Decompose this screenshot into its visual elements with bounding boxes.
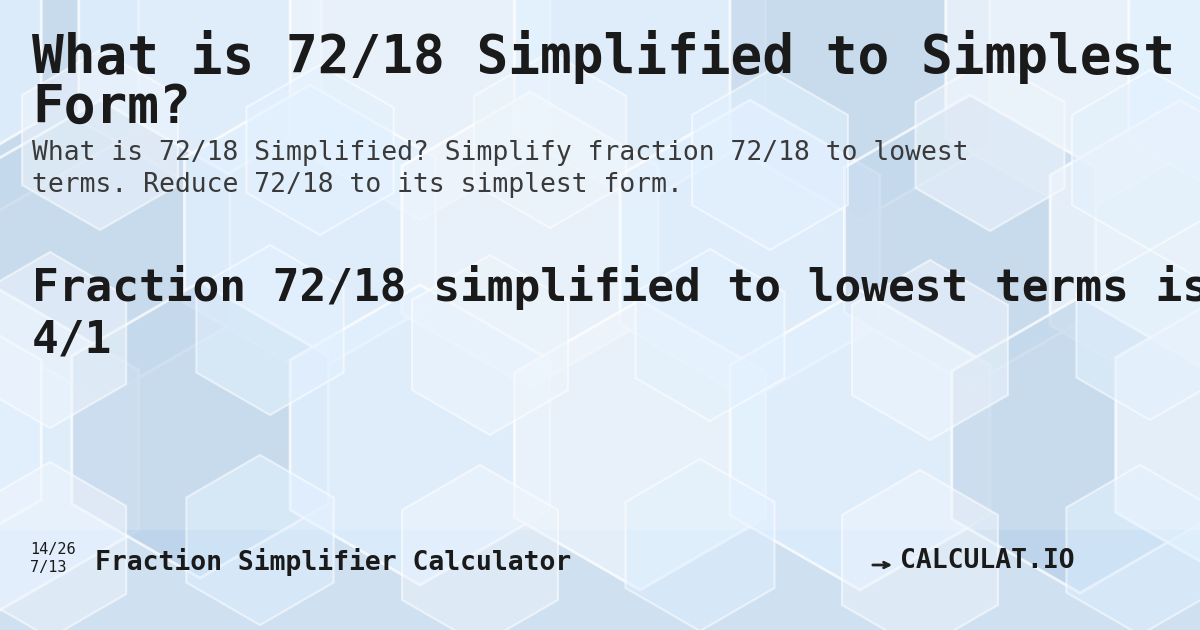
Polygon shape [946,0,1200,215]
Polygon shape [730,0,990,220]
Polygon shape [1067,465,1200,630]
Polygon shape [22,50,178,230]
Polygon shape [625,459,774,630]
Text: Form?: Form? [32,82,191,134]
Polygon shape [0,290,41,570]
Polygon shape [0,0,1200,530]
Text: terms. Reduce 72/18 to its simplest form.: terms. Reduce 72/18 to its simplest form… [32,172,683,198]
Text: 4/1: 4/1 [32,318,113,361]
Polygon shape [186,455,334,625]
Polygon shape [1129,0,1200,210]
Polygon shape [246,65,394,235]
Text: 14/26: 14/26 [30,542,76,557]
Polygon shape [0,0,41,190]
Polygon shape [730,290,990,590]
Polygon shape [842,470,998,630]
Polygon shape [515,300,766,590]
Polygon shape [636,249,785,421]
Polygon shape [0,0,138,210]
Polygon shape [197,245,343,415]
Polygon shape [1076,250,1200,420]
Text: Fraction Simplifier Calculator: Fraction Simplifier Calculator [95,548,571,576]
Polygon shape [79,0,322,190]
Polygon shape [845,95,1096,385]
Polygon shape [0,290,138,610]
Polygon shape [1050,100,1200,400]
Polygon shape [290,285,550,585]
Polygon shape [1116,280,1200,590]
Polygon shape [402,465,558,630]
Text: CALCULAT.IO: CALCULAT.IO [900,548,1075,574]
Polygon shape [852,260,1008,440]
Polygon shape [474,52,626,228]
Polygon shape [0,100,230,400]
Polygon shape [402,92,658,388]
Text: Fraction 72/18 simplified to lowest terms is: Fraction 72/18 simplified to lowest term… [32,265,1200,310]
Text: What is 72/18 Simplified? Simplify fraction 72/18 to lowest: What is 72/18 Simplified? Simplify fract… [32,140,968,166]
Polygon shape [952,297,1200,593]
Polygon shape [185,85,436,375]
Polygon shape [692,70,848,250]
Polygon shape [412,255,568,435]
Polygon shape [1072,70,1200,250]
Polygon shape [0,462,126,630]
Polygon shape [72,282,328,578]
Text: What is 72/18 Simplified to Simplest: What is 72/18 Simplified to Simplest [32,30,1175,84]
Polygon shape [290,0,550,220]
Polygon shape [0,252,126,428]
Text: 7/13: 7/13 [30,560,66,575]
Polygon shape [620,100,880,400]
Polygon shape [916,59,1064,231]
Polygon shape [515,0,766,205]
